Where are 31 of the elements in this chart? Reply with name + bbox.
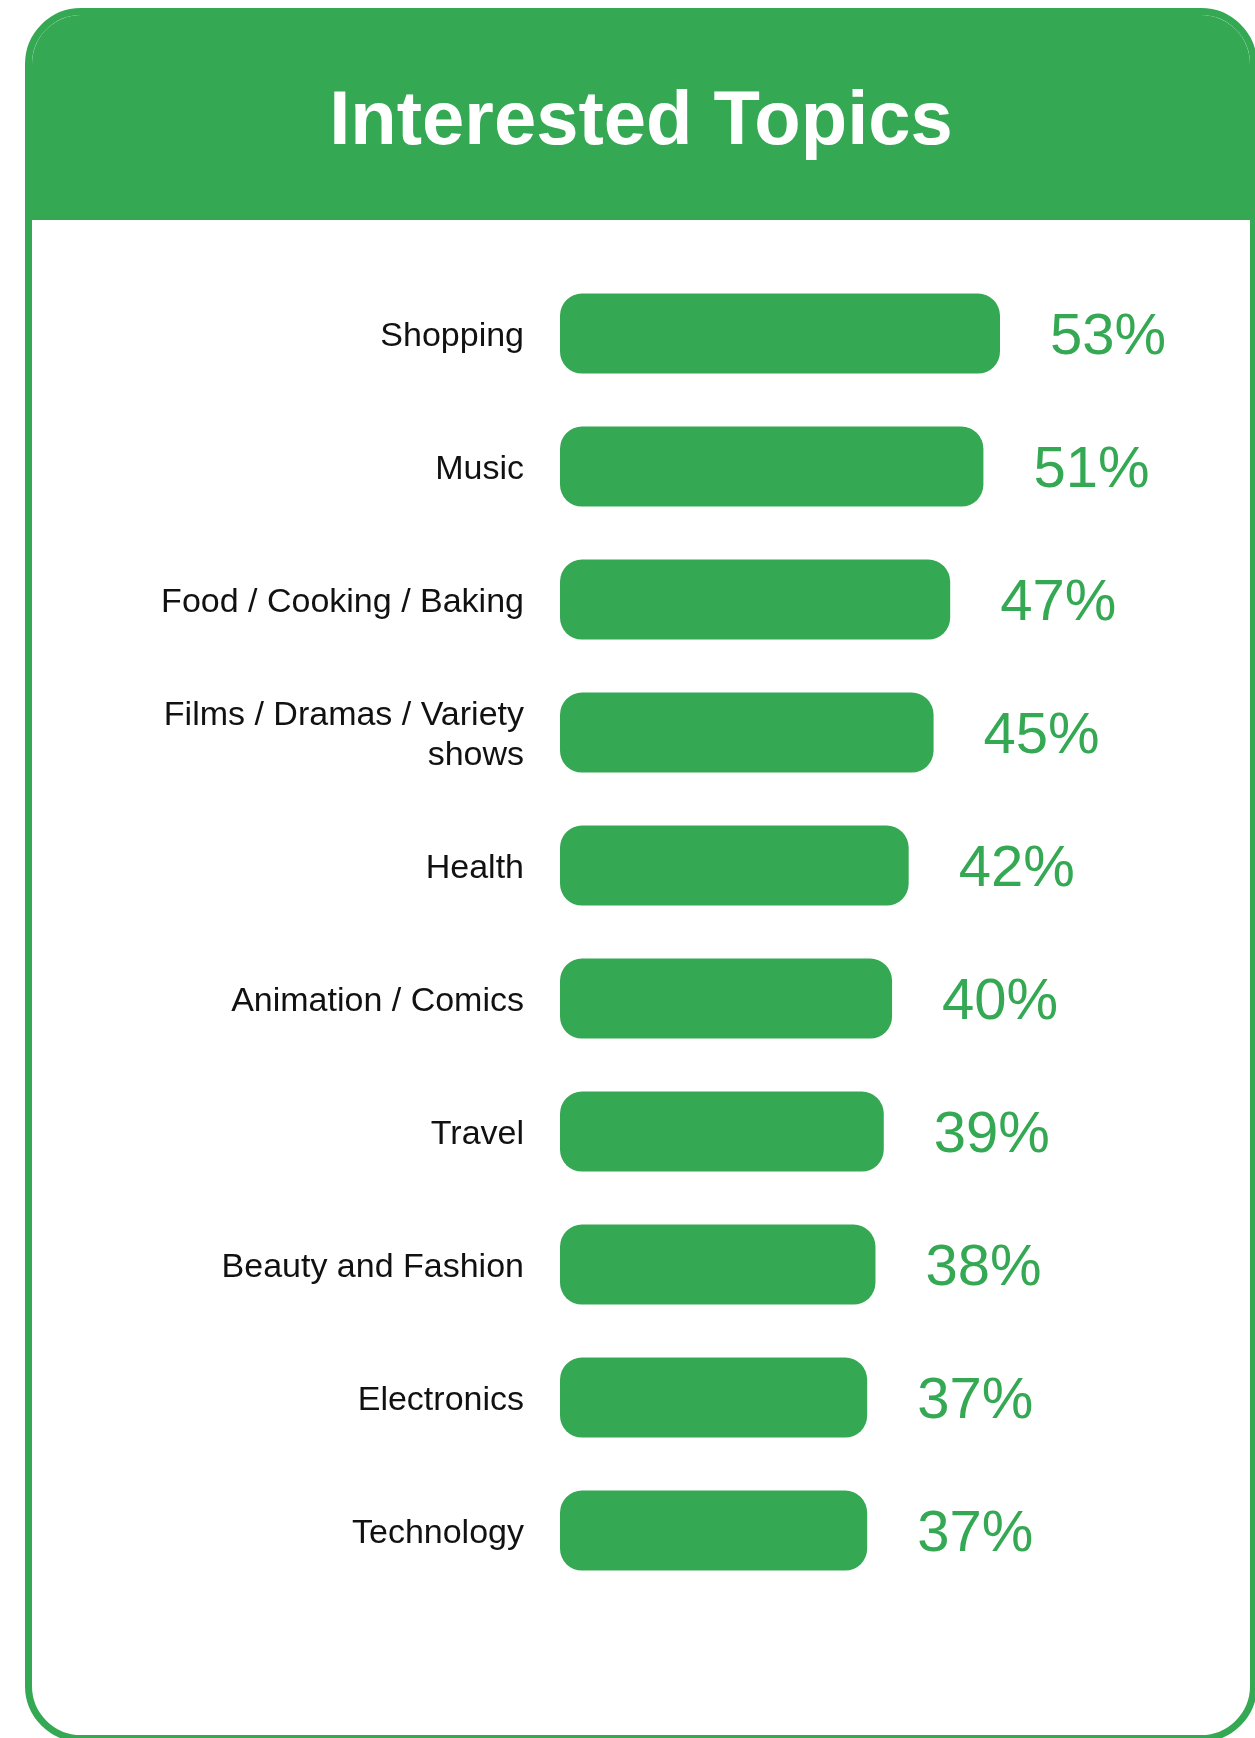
data-label: 45% <box>983 700 1100 766</box>
y-tick-label: Technology <box>351 1511 524 1550</box>
bar <box>560 293 1000 374</box>
data-label: 38% <box>925 1232 1042 1298</box>
data-label: 42% <box>958 833 1075 899</box>
bar <box>560 825 909 906</box>
data-label: 51% <box>1033 434 1150 500</box>
bar <box>560 1357 868 1438</box>
y-tick-label: Films / Dramas / Variety shows <box>163 693 524 772</box>
y-tick-label: Travel <box>430 1112 524 1151</box>
data-label: 47% <box>1000 567 1117 633</box>
data-label: 40% <box>942 966 1059 1032</box>
bar <box>560 559 951 640</box>
y-tick-label: Food / Cooking / Baking <box>161 580 524 619</box>
y-tick-label: Shopping <box>380 314 524 353</box>
data-label: 37% <box>917 1365 1034 1431</box>
bar <box>560 1490 868 1571</box>
data-label: 39% <box>933 1099 1050 1165</box>
y-tick-label: Animation / Comics <box>231 979 524 1018</box>
y-tick-label: Beauty and Fashion <box>221 1245 524 1284</box>
chart-title: Interested Topics <box>32 15 1250 220</box>
bar <box>560 1224 876 1305</box>
bar <box>560 1091 884 1172</box>
bar <box>560 426 984 507</box>
y-tick-label: Electronics <box>357 1378 524 1417</box>
data-label: 53% <box>1050 301 1167 367</box>
y-tick-label: Health <box>425 846 524 885</box>
bar <box>560 692 934 773</box>
y-tick-label: Music <box>435 447 524 486</box>
data-label: 37% <box>917 1498 1034 1564</box>
bar <box>560 958 893 1039</box>
